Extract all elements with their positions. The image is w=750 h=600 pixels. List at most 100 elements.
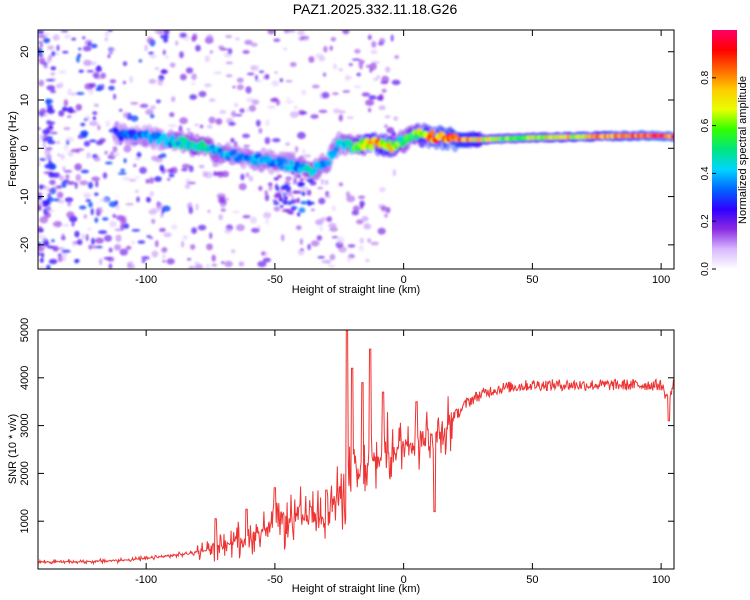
noise-blob bbox=[394, 55, 400, 59]
noise-blob bbox=[326, 216, 333, 223]
noise-blob bbox=[304, 154, 312, 158]
noise-blob bbox=[275, 186, 280, 191]
noise-blob bbox=[131, 229, 141, 232]
noise-blob bbox=[112, 146, 118, 153]
noise-blob bbox=[328, 264, 335, 268]
noise-blob bbox=[66, 181, 76, 185]
noise-blob bbox=[188, 165, 194, 173]
noise-blob bbox=[128, 178, 137, 182]
noise-blob bbox=[48, 171, 55, 178]
noise-blob bbox=[57, 253, 62, 257]
snr-x-tick-label: -50 bbox=[267, 574, 283, 586]
noise-blob bbox=[279, 78, 283, 83]
noise-blob bbox=[43, 37, 51, 44]
noise-blob bbox=[94, 192, 99, 196]
noise-blob bbox=[273, 194, 279, 199]
noise-blob bbox=[88, 181, 93, 189]
noise-blob bbox=[38, 57, 46, 64]
noise-blob bbox=[267, 105, 276, 109]
noise-blob bbox=[245, 108, 250, 113]
spectrogram-ridge bbox=[111, 121, 674, 182]
snr-y-tick-label: 4000 bbox=[19, 366, 31, 390]
noise-blob bbox=[58, 69, 67, 75]
noise-blob bbox=[246, 72, 255, 76]
spectrogram-y-label: Frequency (Hz) bbox=[7, 111, 19, 187]
noise-blob bbox=[311, 84, 320, 89]
noise-blob bbox=[299, 238, 303, 246]
noise-blob bbox=[151, 250, 159, 258]
snr-x-tick-label: 100 bbox=[652, 574, 670, 586]
noise-blob bbox=[298, 207, 306, 213]
noise-blob bbox=[358, 195, 366, 200]
noise-blob bbox=[122, 61, 128, 67]
noise-blob bbox=[308, 56, 315, 63]
noise-blob bbox=[154, 30, 164, 35]
snr-x-label: Height of straight line (km) bbox=[292, 583, 420, 595]
noise-blob bbox=[74, 230, 80, 238]
spectrogram-marks bbox=[38, 30, 674, 269]
spectrogram-x-tick-label: -100 bbox=[135, 274, 157, 286]
noise-blob bbox=[38, 30, 45, 34]
noise-blob bbox=[42, 141, 47, 148]
noise-blob bbox=[329, 45, 333, 51]
noise-blob bbox=[48, 124, 54, 130]
noise-blob bbox=[95, 140, 104, 146]
noise-blob bbox=[67, 88, 72, 96]
noise-blob bbox=[245, 172, 250, 178]
noise-blob bbox=[161, 205, 171, 212]
noise-blob bbox=[44, 148, 51, 156]
noise-blob bbox=[160, 69, 169, 74]
noise-blob bbox=[41, 235, 47, 243]
noise-blob bbox=[358, 244, 365, 252]
noise-blob bbox=[207, 124, 213, 129]
noise-blob bbox=[323, 45, 328, 53]
noise-blob bbox=[48, 258, 58, 265]
noise-blob bbox=[74, 259, 79, 264]
noise-blob bbox=[194, 123, 199, 127]
noise-blob bbox=[290, 195, 295, 199]
noise-blob bbox=[74, 163, 82, 171]
noise-blob bbox=[258, 127, 263, 134]
noise-blob bbox=[219, 48, 229, 51]
noise-blob bbox=[76, 55, 80, 63]
noise-blob bbox=[104, 234, 112, 242]
noise-blob bbox=[92, 116, 97, 121]
noise-blob bbox=[302, 148, 306, 155]
noise-blob bbox=[285, 100, 294, 104]
noise-blob bbox=[57, 255, 63, 263]
noise-blob bbox=[62, 50, 69, 54]
noise-blob bbox=[108, 247, 113, 253]
noise-blob bbox=[368, 107, 372, 113]
noise-blob bbox=[151, 218, 156, 224]
noise-blob bbox=[78, 69, 84, 73]
noise-blob bbox=[108, 263, 113, 269]
noise-blob bbox=[102, 217, 109, 221]
noise-blob bbox=[80, 130, 89, 137]
noise-blob bbox=[356, 219, 364, 225]
noise-blob bbox=[220, 208, 226, 212]
noise-blob bbox=[225, 74, 233, 78]
noise-blob bbox=[51, 51, 56, 57]
snr-x-tick-label: -100 bbox=[135, 574, 157, 586]
noise-blob bbox=[75, 174, 82, 182]
noise-blob bbox=[160, 153, 167, 158]
noise-blob bbox=[234, 114, 243, 117]
noise-blob bbox=[285, 176, 292, 181]
noise-blob bbox=[63, 99, 69, 107]
noise-blob bbox=[108, 85, 115, 91]
noise-blob bbox=[149, 191, 155, 197]
noise-blob bbox=[170, 224, 178, 230]
noise-blob bbox=[58, 110, 65, 117]
noise-blob bbox=[306, 189, 312, 196]
noise-blob bbox=[38, 134, 46, 140]
noise-blob bbox=[209, 98, 216, 102]
noise-blob bbox=[92, 72, 100, 79]
noise-blob bbox=[141, 256, 150, 260]
noise-blob bbox=[47, 245, 55, 249]
noise-blob bbox=[371, 41, 377, 48]
noise-blob bbox=[108, 51, 113, 55]
noise-blob bbox=[272, 138, 281, 143]
noise-blob bbox=[160, 34, 169, 39]
colorbar-gradient bbox=[712, 30, 737, 269]
noise-blob bbox=[317, 186, 324, 190]
